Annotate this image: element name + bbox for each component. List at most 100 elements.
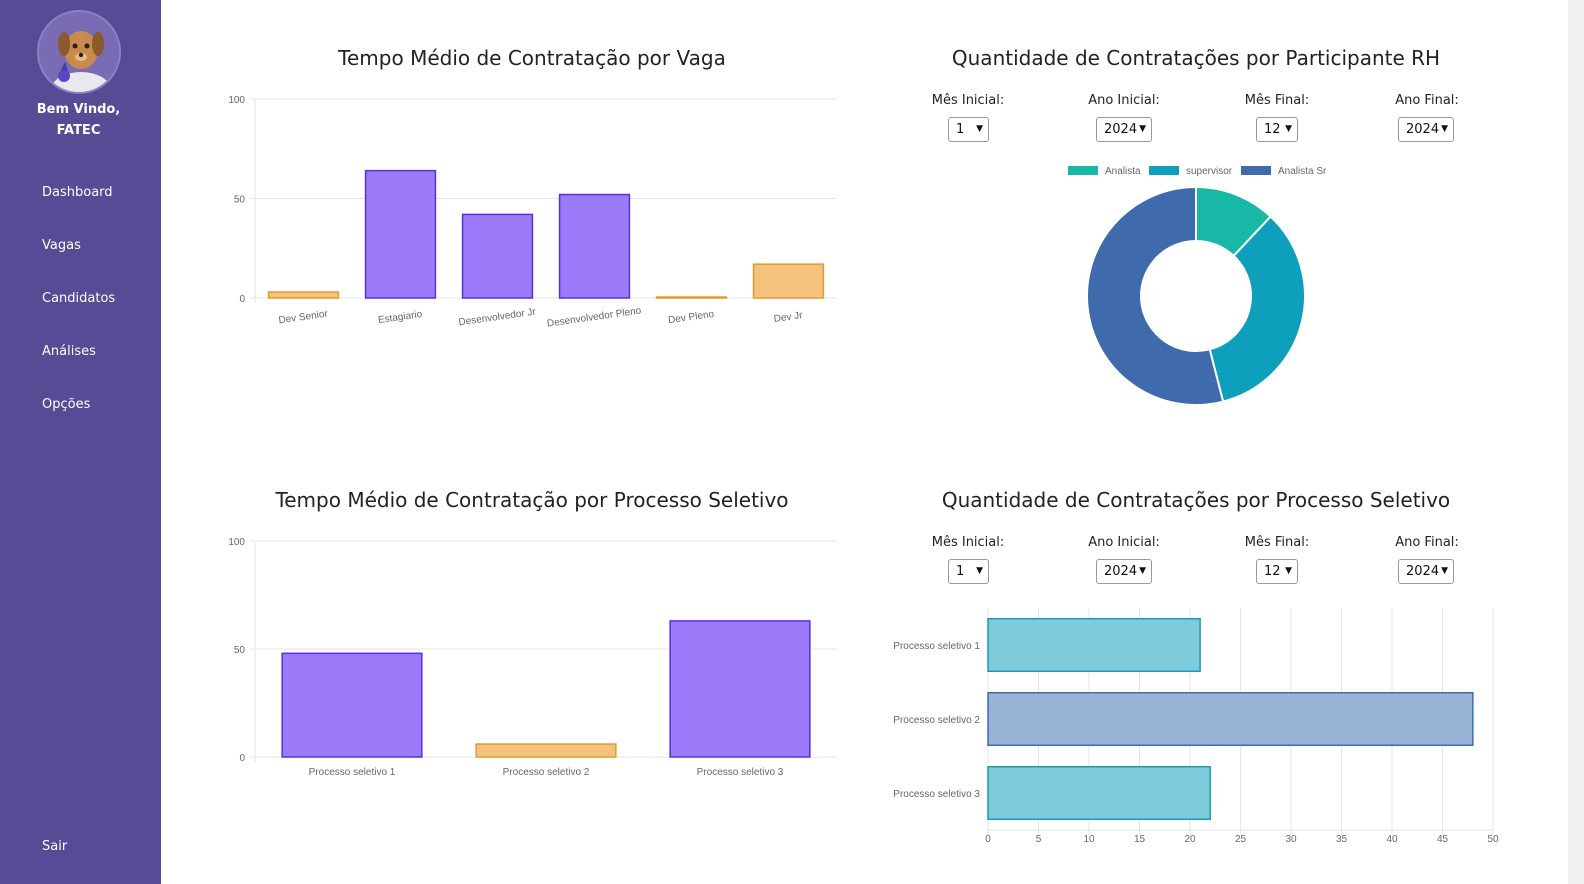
chevron-down-icon: ▼ bbox=[976, 124, 983, 134]
x-tick-label: Desenvolvedor Pleno bbox=[546, 305, 642, 329]
bar bbox=[987, 691, 1474, 747]
nav-dashboard[interactable]: Dashboard bbox=[42, 185, 113, 200]
x-tick-label: 0 bbox=[985, 834, 991, 845]
chevron-down-icon: ▼ bbox=[1441, 566, 1448, 576]
x-tick-label: Processo seletivo 2 bbox=[503, 767, 590, 778]
bar bbox=[558, 193, 631, 299]
x-tick-label: 35 bbox=[1336, 834, 1348, 845]
bar bbox=[987, 617, 1201, 673]
user-name: FATEC bbox=[56, 123, 101, 138]
label-ano-final: Ano Final: bbox=[1395, 93, 1459, 108]
bar bbox=[461, 213, 534, 299]
y-tick-label: Processo seletivo 3 bbox=[893, 789, 980, 800]
chevron-down-icon: ▼ bbox=[1139, 566, 1146, 576]
legend-swatch bbox=[1068, 166, 1098, 175]
chart-participante-rh: Analista supervisor Analista Sr bbox=[1068, 166, 1327, 406]
label-mes-inicial: Mês Inicial: bbox=[931, 93, 1005, 108]
x-tick-label: 25 bbox=[1235, 834, 1247, 845]
chart-tempo-processo: 0 50 100 Processo seletivo 1 Processo seleti… bbox=[228, 537, 837, 778]
y-tick-label: 0 bbox=[239, 294, 245, 305]
chart-tempo-vaga: 0 50 100 Dev Senior Estagiario Desenvolvedor … bbox=[228, 95, 837, 330]
x-tick-label: Dev Pleno bbox=[668, 309, 716, 326]
select-ano-final[interactable]: 2024 ▼ bbox=[1398, 117, 1454, 142]
nav-analises[interactable]: Análises bbox=[42, 344, 96, 359]
x-tick-label: 45 bbox=[1437, 834, 1449, 845]
select-value: 2024 bbox=[1406, 122, 1440, 137]
select-value: 12 bbox=[1264, 564, 1281, 579]
donut-slice bbox=[1086, 185, 1225, 406]
nav-vagas[interactable]: Vagas bbox=[42, 238, 81, 253]
welcome-text: Bem Vindo, FATEC bbox=[0, 99, 157, 141]
x-tick-label: Desenvolvedor Jr bbox=[458, 307, 537, 329]
label-ano-final: Ano Final: bbox=[1395, 535, 1459, 550]
select-mes-inicial[interactable]: 1 ▼ bbox=[948, 559, 989, 584]
select-value: 2024 bbox=[1104, 122, 1138, 137]
bar bbox=[267, 291, 340, 299]
bar bbox=[281, 652, 423, 758]
select-mes-final[interactable]: 12 ▼ bbox=[1256, 559, 1298, 584]
x-tick-label: 30 bbox=[1285, 834, 1297, 845]
select-ano-final[interactable]: 2024 ▼ bbox=[1398, 559, 1454, 584]
chart-title-vaga: Tempo Médio de Contratação por Vaga bbox=[338, 46, 726, 70]
avatar bbox=[37, 10, 121, 94]
x-tick-label: 50 bbox=[1487, 834, 1499, 845]
chevron-down-icon: ▼ bbox=[1285, 566, 1292, 576]
y-tick-label: 50 bbox=[234, 195, 246, 206]
x-tick-label: Dev Jr bbox=[773, 310, 804, 325]
legend-label: Analista Sr bbox=[1278, 166, 1327, 177]
select-ano-inicial[interactable]: 2024 ▼ bbox=[1096, 117, 1152, 142]
bar bbox=[752, 263, 825, 299]
dog-scientist-icon bbox=[39, 12, 119, 92]
x-tick-label: Dev Senior bbox=[278, 309, 329, 327]
y-tick-label: 100 bbox=[228, 537, 245, 548]
y-tick-label: Processo seletivo 2 bbox=[893, 715, 980, 726]
select-value: 2024 bbox=[1104, 564, 1138, 579]
donut-slice bbox=[1208, 215, 1306, 403]
x-tick-label: Processo seletivo 3 bbox=[697, 767, 784, 778]
x-tick-label: Estagiario bbox=[377, 309, 423, 326]
x-tick-label: 15 bbox=[1134, 834, 1146, 845]
chevron-down-icon: ▼ bbox=[1139, 124, 1146, 134]
bar bbox=[987, 765, 1211, 821]
legend-label: supervisor bbox=[1186, 166, 1233, 177]
label-mes-final: Mês Final: bbox=[1244, 93, 1310, 108]
y-tick-label: 0 bbox=[239, 753, 245, 764]
select-value: 12 bbox=[1264, 122, 1281, 137]
page-scrollbar[interactable] bbox=[1568, 0, 1584, 884]
bar bbox=[364, 169, 437, 299]
x-tick-label: 20 bbox=[1184, 834, 1196, 845]
sidebar: Bem Vindo, FATEC Dashboard Vagas Candida… bbox=[0, 0, 161, 884]
legend-swatch bbox=[1149, 166, 1179, 175]
y-tick-label: 50 bbox=[234, 645, 246, 656]
select-mes-inicial[interactable]: 1 ▼ bbox=[948, 117, 989, 142]
label-mes-inicial: Mês Inicial: bbox=[931, 535, 1005, 550]
bar bbox=[655, 296, 728, 299]
label-ano-inicial: Ano Inicial: bbox=[1088, 535, 1160, 550]
chevron-down-icon: ▼ bbox=[976, 566, 983, 576]
select-mes-final[interactable]: 12 ▼ bbox=[1256, 117, 1298, 142]
x-tick-label: 40 bbox=[1386, 834, 1398, 845]
chevron-down-icon: ▼ bbox=[1441, 124, 1448, 134]
select-value: 1 bbox=[956, 122, 965, 137]
x-tick-label: 5 bbox=[1036, 834, 1042, 845]
chart-title-contratacoes-processo: Quantidade de Contratações por Processo … bbox=[941, 488, 1451, 512]
label-ano-inicial: Ano Inicial: bbox=[1088, 93, 1160, 108]
legend-swatch bbox=[1241, 166, 1271, 175]
nav-candidatos[interactable]: Candidatos bbox=[42, 291, 116, 306]
y-tick-label: 100 bbox=[228, 95, 245, 106]
chart-title-rh: Quantidade de Contratações por Participa… bbox=[951, 46, 1441, 70]
logout-link[interactable]: Sair bbox=[42, 839, 68, 854]
chevron-down-icon: ▼ bbox=[1285, 124, 1292, 134]
bar bbox=[475, 743, 617, 758]
legend-label: Analista bbox=[1105, 166, 1141, 177]
x-tick-label: Processo seletivo 1 bbox=[309, 767, 396, 778]
select-ano-inicial[interactable]: 2024 ▼ bbox=[1096, 559, 1152, 584]
select-value: 1 bbox=[956, 564, 965, 579]
select-value: 2024 bbox=[1406, 564, 1440, 579]
x-tick-label: 10 bbox=[1083, 834, 1095, 845]
bar bbox=[669, 620, 811, 758]
chart-contratacoes-processo: 0 5 10 15 20 25 30 35 40 45 50 Processo seletivo 1 P… bbox=[893, 608, 1499, 845]
nav-opcoes[interactable]: Opções bbox=[42, 397, 91, 412]
chart-title-processo: Tempo Médio de Contratação por Processo … bbox=[275, 488, 789, 512]
welcome-line: Bem Vindo, bbox=[36, 102, 121, 117]
